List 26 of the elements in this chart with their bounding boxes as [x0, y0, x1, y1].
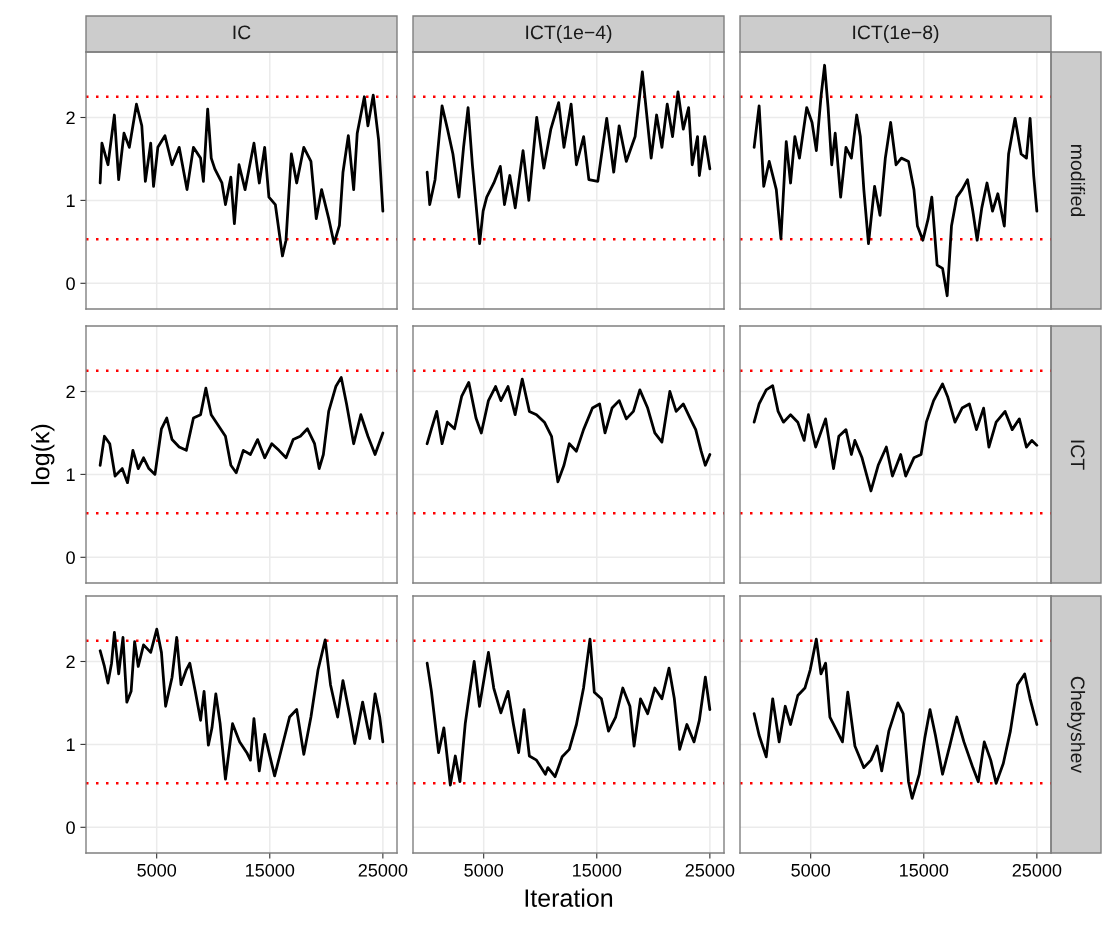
y-tick-label: 0: [66, 551, 75, 565]
y-tick-label: 1: [66, 738, 75, 751]
x-axis-title: Iteration: [525, 888, 613, 907]
chart-title: IC: [233, 25, 251, 40]
y-axis-title: log(κ): [31, 424, 55, 485]
y-tick-label: 0: [66, 277, 75, 291]
y-tick-label: 2: [66, 111, 75, 125]
y2-axis-title: ICT: [1070, 440, 1085, 470]
x-tick-label: 25000: [358, 863, 408, 877]
x-tick-label: 15000: [900, 863, 949, 877]
x-tick-label: 25000: [1012, 863, 1062, 877]
x-tick-label: 5000: [791, 863, 831, 877]
y-tick-label: 1: [66, 194, 75, 207]
chart-title: ICT(1e−4): [526, 24, 612, 44]
x-tick-label: 15000: [573, 863, 622, 877]
x-tick-label: 5000: [137, 863, 177, 877]
x-tick-label: 15000: [246, 863, 295, 877]
x-tick-label: 25000: [685, 863, 735, 877]
y2-axis-title: Chebyshev: [1066, 676, 1086, 774]
y-tick-label: 1: [66, 468, 75, 481]
y-tick-label: 0: [66, 821, 75, 835]
chart-title: ICT(1e−8): [853, 24, 939, 44]
x-tick-label: 5000: [464, 863, 504, 877]
y-tick-label: 2: [66, 655, 75, 669]
y2-axis-title: modified: [1070, 145, 1086, 216]
y-tick-label: 2: [66, 385, 75, 399]
